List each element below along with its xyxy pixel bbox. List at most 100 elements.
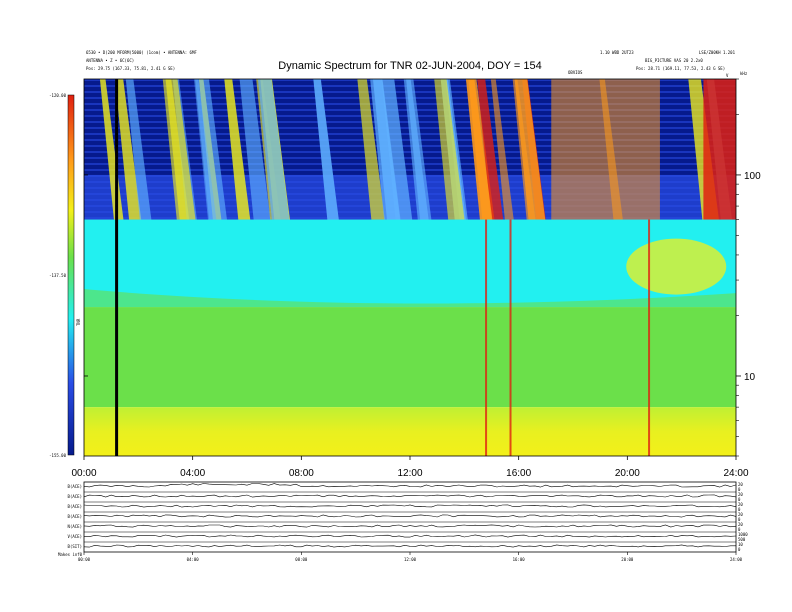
- emission-streak: [125, 79, 152, 220]
- panel-trace: [83, 514, 737, 518]
- panel-tick-bottom: 0: [738, 517, 741, 522]
- panel-label: B(SIT): [68, 544, 82, 549]
- panel-tick-top: 10: [738, 542, 743, 547]
- x-tick-label: 12:00: [397, 468, 422, 479]
- panel-trace: [83, 504, 737, 508]
- x-tick-label: 20:00: [615, 468, 640, 479]
- panel-x-tick-label: 04:00: [187, 557, 200, 562]
- emission-burst: [551, 79, 660, 220]
- panel-trace: [83, 483, 737, 488]
- header-right-line1: 1.10 WBD 2UT23: [600, 50, 634, 55]
- header-corner-v: V: [726, 73, 729, 78]
- panel-trace: [83, 534, 737, 538]
- emission-streak: [115, 79, 142, 220]
- emission-streak: [490, 79, 514, 220]
- spike-line: [509, 219, 512, 456]
- emission-streak: [224, 79, 251, 220]
- emission-streak: [465, 79, 493, 220]
- spectrogram-band: [84, 407, 736, 456]
- spike-line: [485, 219, 488, 456]
- panel-tick-top: 20: [738, 492, 743, 497]
- x-tick-label: 04:00: [180, 468, 205, 479]
- panel-trace: [83, 544, 736, 548]
- panel-tick-bottom: 0: [738, 497, 741, 502]
- spectrogram-stripe: [84, 169, 736, 171]
- panel-x-tick-label: 12:00: [404, 557, 417, 562]
- frequency-axis: 100 10: [84, 78, 761, 457]
- emission-streak: [257, 79, 290, 220]
- colorbar-label: TNR: [76, 318, 81, 326]
- emission-streak: [514, 79, 546, 220]
- panel-tick-top: 20: [738, 482, 743, 487]
- spectrogram-stripe: [84, 151, 736, 153]
- spectrogram-stripe: [84, 157, 736, 159]
- spike-line: [648, 219, 651, 456]
- data-gap-line: [115, 79, 119, 456]
- panel-tick-top: 20: [738, 512, 743, 517]
- colorbar-tick-label: -137.50: [49, 273, 66, 278]
- x-tick-label: 00:00: [71, 468, 96, 479]
- band-transition: [84, 289, 736, 312]
- panel-x-tick-label: 24:00: [730, 557, 743, 562]
- panel-label: B(ACE): [68, 504, 82, 509]
- emission-streak: [239, 79, 271, 220]
- y-tick-label: 10: [744, 372, 756, 383]
- panel-tick-bottom: 0: [738, 547, 741, 552]
- header-left-line3: Pos: 29.75 (167.33, 75.81, 2.41 G SE): [86, 66, 175, 71]
- panel-label: V(ACE): [68, 534, 82, 539]
- emission-streak: [357, 79, 385, 220]
- panel-label: B(ACE): [68, 484, 82, 489]
- panel-label: B(ACE): [68, 514, 82, 519]
- emission-streak: [313, 79, 339, 220]
- panel-x-tick-label: 16:00: [513, 557, 526, 562]
- panel-x-tick-label: 08:00: [295, 557, 308, 562]
- emission-streak: [165, 79, 196, 220]
- emission-streak: [434, 79, 465, 220]
- frequency-unit: kHz: [740, 71, 748, 76]
- x-tick-label: 16:00: [506, 468, 531, 479]
- x-tick-label: 08:00: [289, 468, 314, 479]
- header-mid-label: OBVIOS: [568, 70, 583, 75]
- panel-x-tick-label: 00:00: [78, 557, 91, 562]
- emission-streak: [381, 79, 413, 220]
- header-right-line4: Pos: 28.71 (169.11, 77.53, 2.43 G SE): [636, 66, 725, 71]
- panel-x-tick-label: 20:00: [621, 557, 634, 562]
- colorbar-tick-label: -155.00: [49, 453, 66, 458]
- header-left-line1: 6530 • D(200 MFORM(5000) (1com) • ANTENN…: [86, 50, 197, 55]
- footer-label: Makes inf0: [58, 552, 83, 557]
- panel-tick-top: 20: [738, 502, 743, 507]
- emission-streak: [195, 79, 227, 220]
- colorbar-tick-label: -120.00: [49, 93, 66, 98]
- panel-tick-top: 1000: [738, 532, 748, 537]
- y-tick-label: 100: [744, 171, 761, 182]
- header-left-line2: ANTENNA • Z • 6C(6C): [86, 58, 134, 63]
- time-axis: 00:00 04:00 08:00 12:00 16:00 20:00 24:00: [71, 456, 749, 479]
- colorbar: [67, 94, 75, 456]
- chart-title: Dynamic Spectrum for TNR 02-JUN-2004, DO…: [278, 60, 541, 72]
- panel-label: B(ACE): [68, 494, 82, 499]
- panel-tick-bottom: 0: [738, 487, 741, 492]
- emission-streak: [193, 79, 217, 220]
- panel-tick-bottom: 0: [738, 527, 741, 532]
- emission-streak: [477, 79, 504, 220]
- header-right-line3: BIG_PICTURE VAS 20 2.2x0: [645, 58, 703, 63]
- panel-trace: [83, 494, 737, 498]
- spectrogram-band: [84, 307, 736, 408]
- emission-streak: [406, 79, 429, 220]
- emission-plume: [626, 238, 727, 295]
- spectrogram-stripe: [84, 163, 736, 165]
- panel-tick-top: 20: [738, 522, 743, 527]
- emission-burst: [703, 79, 736, 220]
- header-right-line2: LSE/Z00KH 1.201: [699, 50, 736, 55]
- panel-tick-bottom: 0: [738, 507, 741, 512]
- panel-tick-bottom: 500: [738, 537, 746, 542]
- panel-label: N(ACE): [68, 524, 82, 529]
- x-tick-label: 24:00: [723, 468, 748, 479]
- panel-trace: [83, 524, 737, 528]
- colorbar-ticks: -120.00 -137.50 -155.00: [49, 93, 66, 458]
- emission-streak: [445, 79, 468, 220]
- spectrogram-stripe: [84, 145, 736, 147]
- spectrogram: [84, 79, 736, 456]
